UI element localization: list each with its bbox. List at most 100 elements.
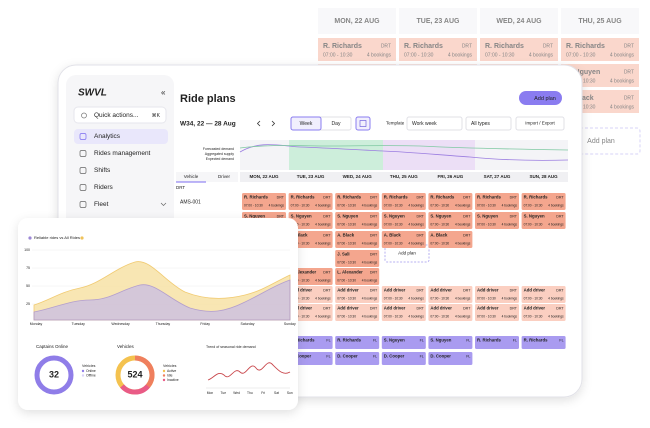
add-plan-slot[interactable] [384,244,430,263]
plan-cell[interactable] [428,231,473,248]
cell-name: A. Black [337,233,355,238]
plan-cell[interactable] [288,212,333,229]
plan-cell[interactable] [381,212,426,229]
plan-cell[interactable] [335,336,380,349]
cell-name: S. Nguyen [244,214,265,219]
import-export-button[interactable] [515,116,565,131]
plan-cell[interactable] [381,286,426,303]
cell-name: S. Nguyen [566,69,600,76]
plan-cell[interactable] [475,212,519,229]
plan-cell[interactable] [521,212,566,229]
y-label: 75 [26,266,30,270]
cell-name: Add driver [430,288,452,293]
cell-tag: FL [420,338,424,342]
cell-bookings: 4 bookings [502,222,518,226]
plan-cell[interactable] [288,231,333,248]
quick-actions-box[interactable] [73,106,167,124]
template-select[interactable] [406,116,463,131]
plan-cell[interactable] [475,304,519,321]
plan-cell[interactable] [428,304,473,321]
next-button[interactable] [271,120,276,127]
prev-button[interactable] [256,120,261,127]
cell-name: Add driver [384,288,406,293]
plan-cell[interactable] [381,304,426,321]
cell-time: 07:00 - 10:30 [430,296,449,300]
plan-cell[interactable] [428,193,473,210]
cell-bookings: 4 bookings [610,104,635,110]
plan-cell[interactable] [335,250,380,267]
shortcut: ⌘K [152,113,161,119]
trend-x-label: Thu [247,391,253,395]
plan-cell[interactable] [242,193,286,210]
plan-cell[interactable] [428,286,473,303]
cell-bookings: 4 bookings [610,78,635,84]
plan-cell[interactable] [521,304,566,321]
day-label: TUE, 23 AUG [297,174,325,179]
plan-cell[interactable] [335,212,380,229]
plan-cell[interactable] [399,38,477,61]
plan-cell[interactable] [428,336,473,349]
nav-active [74,129,168,144]
cell-name: D. Cooper [430,354,451,359]
cell-tag: DRT [277,195,285,199]
cell-time: 07:00 - 10:30 [337,260,356,264]
plan-cell[interactable] [428,212,473,229]
cell-name: R. Richards [477,195,501,200]
plan-cell[interactable] [381,336,426,349]
plan-cell[interactable] [521,286,566,303]
cell-time: 07:00 - 10:30 [430,222,449,226]
cell-bookings: 4 bookings [502,296,518,300]
day-label: MON, 22 AUG [249,174,279,179]
cell-tag: FL [466,338,470,342]
cell-tag: DRT [463,195,471,199]
plan-cell[interactable] [475,193,519,210]
plan-cell[interactable] [381,193,426,210]
trend-line [207,362,291,381]
cell-name: R. Richards [477,338,501,343]
plan-cell[interactable] [521,193,566,210]
plan-cell[interactable] [475,286,519,303]
plan-cell[interactable] [521,336,566,349]
plan-cell[interactable] [561,38,639,61]
cell-name: A. Black [430,233,448,238]
add-plan-button[interactable] [519,91,562,105]
plan-cell[interactable] [288,268,333,285]
cell-tag: DRT [510,306,518,310]
calendar-button[interactable] [355,116,371,131]
plan-cell[interactable] [288,352,333,365]
plan-cell[interactable] [288,286,333,303]
cell-time: 07:00 - 10:30 [244,203,263,207]
cell-tag: FL [326,354,330,358]
plan-cell[interactable] [335,286,380,303]
nav-icon [79,150,87,157]
plan-cell[interactable] [381,352,426,365]
plan-cell[interactable] [318,38,396,61]
plan-cell[interactable] [288,304,333,321]
plan-cell[interactable] [335,352,380,365]
cell-tag: DRT [510,195,518,199]
plan-cell[interactable] [335,231,380,248]
plan-cell[interactable] [335,193,380,210]
plan-cell[interactable] [480,38,558,61]
cell-time: 07:00 - 10:30 [291,222,310,226]
import-export: Import / Export [525,121,555,126]
plan-cell[interactable] [428,352,473,365]
plan-cell[interactable] [335,268,380,285]
plan-cell[interactable] [288,336,333,349]
legend-dot [162,378,166,382]
plan-cell[interactable] [381,231,426,248]
vehicle-label: AMS-001 [180,199,201,205]
collapse: « [161,88,166,97]
cell-time: 07:00 - 10:30 [430,203,449,207]
plan-cell[interactable] [475,336,519,349]
plan-cell[interactable] [288,193,333,210]
legend-dot [81,374,85,377]
trend-x-label: Sat [274,391,279,395]
plan-cell[interactable] [335,304,380,321]
view-active[interactable] [290,116,322,131]
cell-bookings: 4 bookings [455,241,471,245]
cell-bookings: 4 bookings [362,296,378,300]
types-select[interactable] [465,116,512,131]
cell-bookings: 4 bookings [455,222,471,226]
